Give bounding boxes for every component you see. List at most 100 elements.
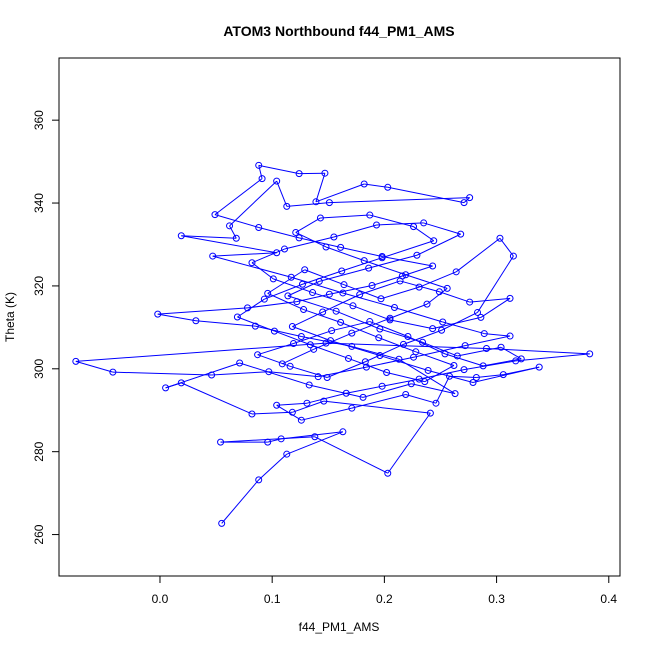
data-point xyxy=(496,234,504,242)
data-point xyxy=(439,318,447,326)
series-segment xyxy=(276,180,288,207)
series-segment xyxy=(303,309,341,323)
data-point xyxy=(244,304,251,312)
data-point xyxy=(340,281,348,289)
series-segment xyxy=(382,378,420,387)
data-point xyxy=(383,369,391,377)
data-point xyxy=(177,379,185,387)
data-point xyxy=(338,267,346,275)
series-segment xyxy=(423,222,461,235)
series-segment xyxy=(314,436,388,474)
data-point xyxy=(415,375,423,383)
series-segment xyxy=(476,374,504,378)
series-segment xyxy=(323,400,431,414)
series-segment xyxy=(292,400,324,413)
data-point xyxy=(376,352,384,360)
data-point xyxy=(209,252,217,260)
series-segment xyxy=(387,186,465,204)
series-segment xyxy=(319,267,369,282)
data-point xyxy=(233,313,241,321)
series-segment xyxy=(343,284,382,300)
series-segment xyxy=(295,217,321,233)
series-segment xyxy=(457,346,502,357)
series-segment xyxy=(402,265,433,277)
series-segment xyxy=(399,280,440,293)
data-point xyxy=(506,294,514,302)
data-point xyxy=(322,243,330,251)
series-segment xyxy=(379,355,429,371)
data-point xyxy=(218,519,226,527)
series-segment xyxy=(320,214,370,219)
series-segment xyxy=(268,371,319,378)
data-point xyxy=(443,284,451,292)
data-point xyxy=(421,378,429,386)
series-segment xyxy=(386,372,425,383)
series-segment xyxy=(267,438,282,443)
series-segment xyxy=(378,337,416,353)
series-segment xyxy=(348,357,387,373)
series-segment xyxy=(413,226,435,242)
data-point xyxy=(278,360,286,368)
series-segment xyxy=(251,411,293,415)
data-point xyxy=(412,348,420,356)
data-point xyxy=(395,355,403,363)
data-point xyxy=(441,350,449,358)
series-segment xyxy=(455,237,501,273)
series-segment xyxy=(342,292,395,308)
data-point xyxy=(432,399,440,407)
series-segment xyxy=(229,180,278,227)
y-tick-label: 340 xyxy=(32,193,46,213)
series-segment xyxy=(398,358,456,395)
series-segment xyxy=(212,252,277,257)
data-point xyxy=(423,300,431,308)
data-point xyxy=(339,428,347,436)
series-segment xyxy=(257,354,291,367)
series-segment xyxy=(486,347,590,355)
data-point xyxy=(295,170,303,178)
data-point xyxy=(366,211,374,219)
series-segment xyxy=(181,235,277,254)
y-tick-label: 260 xyxy=(32,524,46,544)
x-axis: 0.0 0.1 0.2 0.3 0.4 xyxy=(152,575,617,606)
data-point xyxy=(236,359,244,367)
data-point xyxy=(378,254,386,262)
series-segment xyxy=(380,286,420,300)
series-segment xyxy=(264,283,303,300)
data-point xyxy=(342,389,350,397)
data-point xyxy=(288,408,296,416)
data-point xyxy=(373,221,381,229)
data-point xyxy=(460,366,468,374)
data-point xyxy=(283,450,291,458)
data-point xyxy=(293,298,301,306)
series-segment xyxy=(267,292,304,310)
series-segment xyxy=(333,224,377,238)
series-segment xyxy=(335,310,381,330)
data-point xyxy=(435,288,443,296)
data-point xyxy=(255,476,263,484)
data-point xyxy=(251,322,259,330)
data-point xyxy=(264,289,272,297)
series-segment xyxy=(428,369,474,383)
data-point xyxy=(415,283,423,291)
series-segment xyxy=(325,246,365,262)
series-segment xyxy=(257,343,294,356)
data-point xyxy=(162,384,170,392)
y-tick-label: 280 xyxy=(32,441,46,461)
data-point xyxy=(192,317,200,325)
series-lines xyxy=(75,164,590,524)
data-point xyxy=(297,332,305,340)
data-point xyxy=(466,298,474,306)
data-point xyxy=(309,289,317,297)
y-axis: 260 280 300 320 340 360 xyxy=(32,110,60,545)
data-point xyxy=(384,183,392,191)
series-segment xyxy=(403,329,442,345)
series-segment xyxy=(181,382,253,415)
series-segment xyxy=(157,307,248,315)
series-segment xyxy=(449,375,477,378)
data-point xyxy=(306,341,314,349)
series-segment xyxy=(381,240,434,259)
data-point xyxy=(337,318,345,326)
series-segment xyxy=(276,402,307,406)
series-segment xyxy=(247,301,297,309)
